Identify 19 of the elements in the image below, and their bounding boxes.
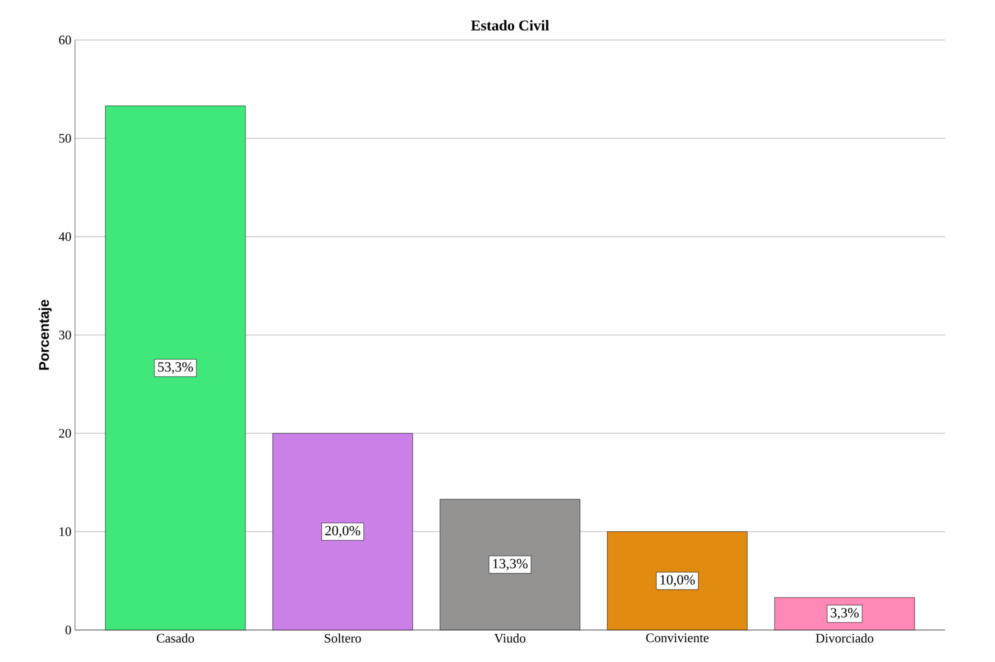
y-tick-label: 0 — [66, 626, 71, 634]
x-tick-label: Divorciado — [816, 634, 874, 643]
chart-title: Estado Civil — [471, 20, 549, 30]
x-tick-label: Casado — [156, 634, 194, 643]
data-label: 53,3% — [158, 362, 193, 374]
data-label: 20,0% — [325, 526, 360, 538]
y-tick-label: 50 — [59, 134, 71, 143]
x-tick-label: Soltero — [324, 634, 361, 643]
y-tick-label: 30 — [59, 330, 71, 340]
x-tick-label: Conviviente — [646, 634, 709, 642]
y-axis-title: Porcentaje — [38, 300, 52, 370]
y-tick-label: 60 — [59, 36, 71, 44]
x-tick-label: Viudo — [494, 634, 526, 643]
data-label: 3,3% — [830, 608, 859, 620]
data-label: 13,3% — [493, 558, 528, 570]
y-tick-label: 40 — [58, 232, 71, 242]
data-label: 10,0% — [660, 575, 695, 587]
y-tick-label: 20 — [59, 428, 71, 438]
y-tick-label: 10 — [60, 527, 71, 536]
